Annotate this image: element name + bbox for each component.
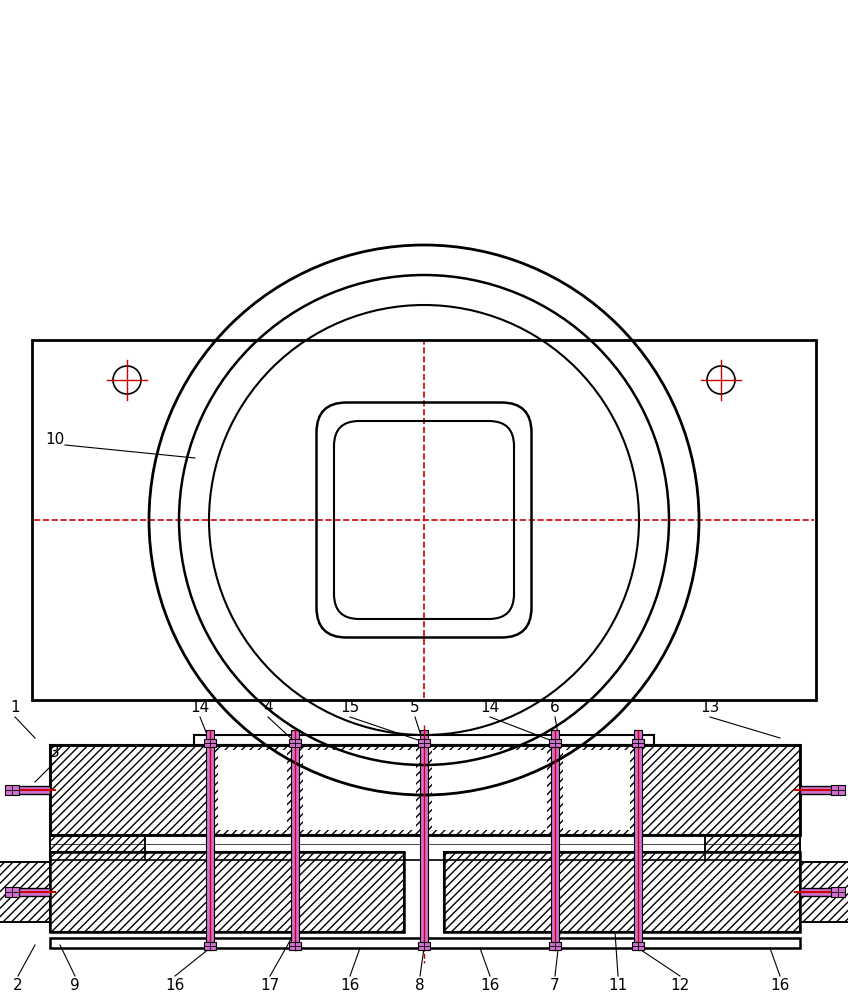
Bar [444,852,800,932]
Text: 13: 13 [700,700,720,715]
Text: 14: 14 [190,700,209,715]
Bar [303,750,416,830]
Bar [218,750,287,830]
Bar [204,739,216,747]
Bar [418,942,430,950]
Bar [0,862,50,922]
Bar [549,739,561,747]
Bar [50,852,404,932]
Bar [5,887,19,897]
Bar [800,888,843,896]
Bar [831,887,845,897]
Bar [800,862,848,922]
Bar [549,942,561,950]
Text: 15: 15 [340,700,360,715]
Text: 7: 7 [550,978,560,993]
Circle shape [707,366,735,394]
Text: 4: 4 [263,700,273,715]
Bar [50,745,800,835]
Text: 6: 6 [550,700,560,715]
Bar [418,739,430,747]
Bar [432,750,547,830]
Text: 16: 16 [340,978,360,993]
Bar [194,735,654,745]
Bar [7,786,50,794]
Bar [50,938,800,948]
Text: 16: 16 [480,978,499,993]
Text: 14: 14 [480,700,499,715]
Bar [632,739,644,747]
Bar [50,745,800,835]
Bar [705,835,800,860]
Text: 10: 10 [46,432,64,448]
Bar [563,750,630,830]
Text: 9: 9 [70,978,80,993]
Bar [50,835,145,860]
Bar [291,730,299,950]
Bar [551,730,559,950]
Text: 16: 16 [165,978,185,993]
Text: 8: 8 [416,978,425,993]
Bar [420,730,428,950]
Text: 5: 5 [410,700,420,715]
Circle shape [113,366,141,394]
Bar [289,942,301,950]
Bar [800,786,843,794]
Bar [32,340,816,700]
Bar [0,862,50,922]
Text: 17: 17 [260,978,280,993]
Bar [50,835,145,860]
Bar [632,942,644,950]
Bar [50,745,800,835]
Bar [800,862,848,922]
Bar [705,835,800,860]
Bar [831,785,845,795]
Text: 11: 11 [608,978,628,993]
Text: 2: 2 [14,978,23,993]
Text: 12: 12 [671,978,689,993]
Bar [289,739,301,747]
Text: 1: 1 [10,700,20,715]
Bar [204,942,216,950]
Bar [206,730,214,950]
Bar [7,888,50,896]
Text: 3: 3 [50,745,60,760]
Text: 16: 16 [770,978,789,993]
Bar [634,730,642,950]
Bar [50,852,404,932]
Bar [444,852,800,932]
Bar [5,785,19,795]
